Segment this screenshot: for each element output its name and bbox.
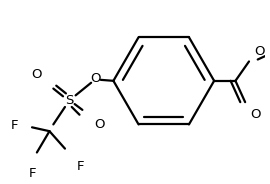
Text: O: O <box>250 108 261 121</box>
Text: F: F <box>77 160 84 173</box>
Text: F: F <box>11 119 18 132</box>
Text: O: O <box>91 72 101 85</box>
Text: O: O <box>254 45 264 58</box>
Text: O: O <box>94 118 104 131</box>
Text: S: S <box>65 94 73 107</box>
Text: O: O <box>31 68 42 81</box>
Text: F: F <box>28 167 36 180</box>
